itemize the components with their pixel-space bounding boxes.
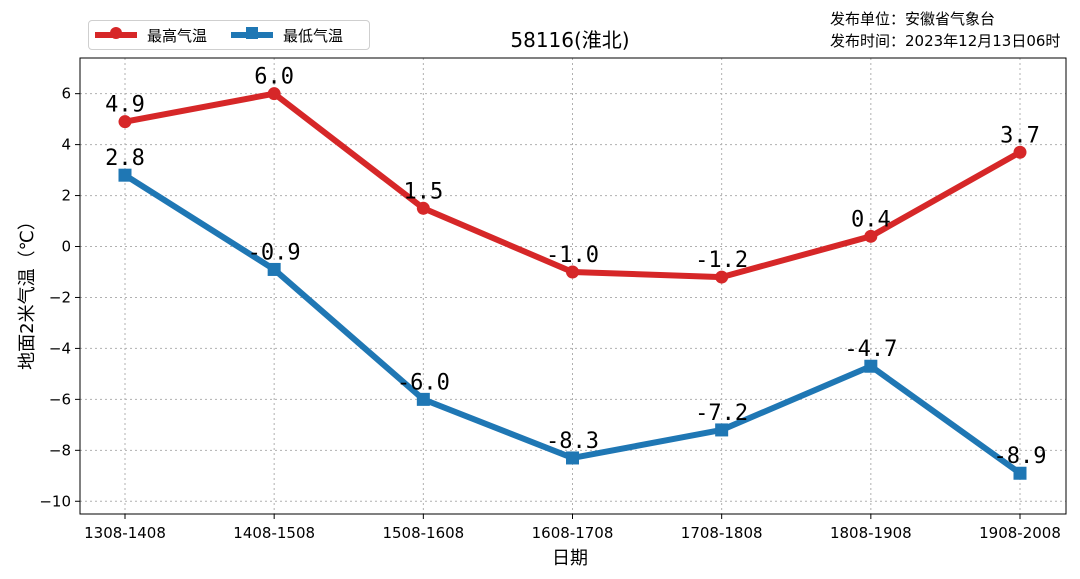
x-tick-label: 1708-1808 bbox=[681, 524, 763, 542]
legend-marker-max bbox=[110, 27, 122, 39]
data-label-1: 2.8 bbox=[105, 146, 145, 171]
data-label-0: 0.4 bbox=[851, 207, 891, 232]
issuer-unit: 发布单位：安徽省气象台 bbox=[830, 10, 996, 28]
data-label-0: 4.9 bbox=[105, 93, 145, 118]
y-tick-label: −8 bbox=[49, 441, 71, 459]
data-point-0 bbox=[715, 270, 729, 284]
issuer-info: 发布单位：安徽省气象台 发布时间：2023年12月13日06时 bbox=[830, 8, 1060, 52]
legend-label-max: 最高气温 bbox=[147, 26, 208, 45]
data-label-0: -1.2 bbox=[695, 248, 748, 273]
y-tick-label: 0 bbox=[61, 238, 71, 256]
legend-marker-min bbox=[246, 27, 259, 39]
data-label-0: 1.5 bbox=[403, 179, 443, 204]
data-point-1 bbox=[715, 423, 729, 437]
y-tick-label: −4 bbox=[49, 339, 71, 357]
chart-title: 58116(淮北) bbox=[510, 28, 630, 52]
data-label-1: -8.9 bbox=[994, 444, 1047, 469]
data-point-0 bbox=[416, 201, 430, 215]
legend-swatch-min bbox=[231, 27, 274, 39]
legend-swatch-max bbox=[95, 27, 137, 39]
data-point-0 bbox=[1013, 145, 1027, 159]
data-label-1: -8.3 bbox=[546, 429, 599, 454]
legend: 最高气温 最低气温 bbox=[88, 20, 370, 50]
x-tick-label: 1408-1508 bbox=[233, 524, 315, 542]
data-label-0: 3.7 bbox=[1000, 123, 1040, 148]
y-tick-label: −2 bbox=[49, 288, 71, 306]
data-point-1 bbox=[864, 359, 878, 373]
data-label-1: -0.9 bbox=[248, 240, 301, 265]
y-axis-label: 地面2米气温（℃） bbox=[17, 212, 38, 370]
data-point-1 bbox=[566, 451, 579, 465]
x-tick-label: 1908-2008 bbox=[979, 524, 1061, 542]
data-point-0 bbox=[864, 229, 878, 243]
x-axis-label: 日期 bbox=[552, 548, 588, 569]
data-point-0 bbox=[118, 115, 132, 129]
y-tick-label: 2 bbox=[61, 187, 71, 205]
data-point-0 bbox=[566, 265, 579, 279]
issue-time: 发布时间：2023年12月13日06时 bbox=[830, 32, 1061, 50]
legend-item-min: 最低气温 bbox=[231, 25, 343, 46]
y-tick-label: 6 bbox=[61, 85, 71, 103]
data-point-1 bbox=[118, 168, 132, 182]
legend-item-max: 最高气温 bbox=[95, 25, 207, 46]
y-tick-label: 4 bbox=[61, 136, 71, 154]
x-tick-label: 1808-1908 bbox=[830, 524, 912, 542]
data-point-1 bbox=[1013, 466, 1027, 480]
x-tick-label: 1308-1408 bbox=[84, 524, 166, 542]
data-label-1: -4.7 bbox=[844, 337, 897, 362]
data-label-0: 6.0 bbox=[254, 65, 294, 90]
data-label-1: -6.0 bbox=[397, 370, 450, 395]
x-tick-label: 1508-1608 bbox=[382, 524, 464, 542]
legend-label-min: 最低气温 bbox=[283, 26, 344, 45]
data-label-0: -1.0 bbox=[546, 243, 599, 268]
data-label-1: -7.2 bbox=[695, 401, 748, 426]
data-point-0 bbox=[267, 87, 281, 101]
x-tick-label: 1608-1708 bbox=[532, 524, 614, 542]
data-point-1 bbox=[267, 262, 281, 276]
data-point-1 bbox=[416, 392, 430, 406]
y-tick-label: −6 bbox=[49, 390, 71, 408]
y-tick-label: −10 bbox=[39, 492, 71, 510]
